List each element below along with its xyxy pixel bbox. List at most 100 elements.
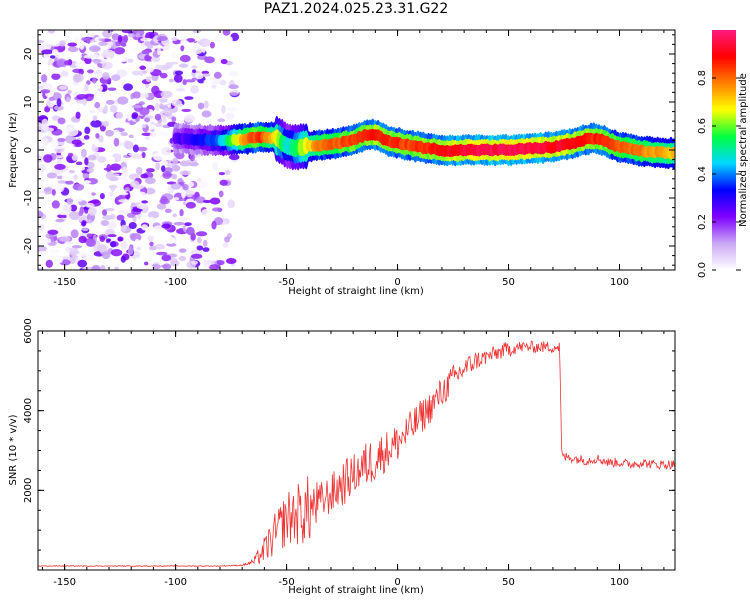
noise-speckle bbox=[38, 85, 44, 90]
noise-speckle bbox=[144, 187, 156, 195]
noise-speckle bbox=[162, 160, 168, 166]
noise-speckle bbox=[113, 137, 120, 147]
noise-speckle bbox=[44, 44, 56, 48]
noise-speckle bbox=[62, 75, 67, 83]
noise-speckle bbox=[198, 38, 211, 48]
noise-speckle bbox=[53, 236, 58, 241]
noise-speckle bbox=[75, 111, 81, 119]
noise-speckle bbox=[38, 192, 46, 198]
noise-speckle bbox=[149, 132, 157, 137]
noise-speckle bbox=[84, 157, 89, 166]
x-tick-label: 50 bbox=[502, 277, 515, 288]
noise-speckle bbox=[127, 112, 132, 122]
noise-speckle bbox=[145, 67, 154, 73]
noise-speckle bbox=[182, 183, 189, 191]
colorbar-tick-label: 0.8 bbox=[697, 70, 708, 86]
noise-speckle bbox=[71, 245, 83, 249]
noise-speckle bbox=[220, 58, 228, 65]
noise-speckle bbox=[82, 172, 90, 179]
noise-speckle bbox=[58, 236, 71, 242]
noise-speckle bbox=[49, 55, 56, 59]
noise-speckle bbox=[172, 213, 178, 218]
noise-speckle bbox=[156, 251, 168, 256]
noise-speckle bbox=[213, 71, 222, 79]
noise-speckle bbox=[58, 85, 68, 90]
noise-speckle bbox=[201, 110, 212, 118]
noise-speckle bbox=[148, 246, 157, 251]
noise-speckle bbox=[103, 104, 108, 114]
noise-speckle bbox=[170, 61, 179, 65]
noise-speckle bbox=[72, 53, 83, 59]
noise-speckle bbox=[80, 148, 87, 158]
noise-speckle bbox=[161, 146, 172, 156]
noise-speckle bbox=[159, 72, 168, 79]
noise-speckle bbox=[117, 96, 129, 105]
noise-speckle bbox=[211, 84, 217, 89]
noise-speckle bbox=[84, 56, 92, 65]
noise-speckle bbox=[183, 114, 196, 123]
noise-speckle bbox=[154, 103, 160, 111]
noise-speckle bbox=[158, 130, 170, 136]
noise-speckle bbox=[156, 36, 168, 42]
noise-speckle bbox=[192, 69, 197, 74]
noise-speckle bbox=[53, 183, 65, 193]
noise-speckle bbox=[171, 37, 178, 42]
noise-speckle bbox=[65, 180, 74, 185]
noise-speckle bbox=[115, 179, 127, 185]
x-tick-label: -150 bbox=[53, 577, 76, 588]
noise-speckle bbox=[185, 190, 196, 195]
noise-speckle bbox=[173, 74, 183, 83]
noise-speckle bbox=[85, 202, 95, 208]
noise-speckle bbox=[128, 221, 137, 230]
noise-speckle bbox=[68, 170, 76, 174]
noise-speckle bbox=[97, 156, 107, 163]
x-tick-label: -50 bbox=[278, 577, 294, 588]
noise-speckle bbox=[195, 231, 208, 237]
noise-speckle bbox=[123, 83, 134, 91]
noise-speckle bbox=[71, 215, 79, 221]
noise-speckle bbox=[224, 169, 231, 176]
noise-speckle bbox=[208, 264, 221, 270]
noise-speckle bbox=[100, 220, 109, 227]
noise-speckle bbox=[65, 96, 71, 103]
noise-speckle bbox=[38, 250, 48, 254]
noise-speckle bbox=[45, 259, 53, 268]
noise-speckle bbox=[38, 155, 43, 163]
noise-speckle bbox=[135, 32, 141, 38]
noise-speckle bbox=[105, 99, 115, 105]
noise-speckle bbox=[145, 32, 155, 39]
x-tick-label: 0 bbox=[394, 277, 400, 288]
noise-speckle bbox=[108, 184, 118, 189]
noise-speckle bbox=[222, 242, 229, 248]
noise-speckle bbox=[131, 112, 139, 118]
noise-speckle bbox=[159, 98, 168, 103]
colorbar-tick-label: 0.0 bbox=[697, 262, 708, 278]
noise-speckle bbox=[202, 247, 210, 252]
noise-speckle bbox=[102, 120, 109, 127]
noise-speckle bbox=[181, 108, 192, 112]
noise-speckle bbox=[64, 240, 74, 245]
noise-speckle bbox=[135, 166, 143, 175]
noise-speckle bbox=[141, 151, 146, 159]
noise-speckle bbox=[123, 203, 132, 208]
noise-speckle bbox=[117, 34, 123, 43]
noise-speckle bbox=[48, 96, 55, 101]
noise-speckle bbox=[132, 91, 141, 99]
noise-speckle bbox=[163, 109, 174, 116]
noise-speckle bbox=[110, 249, 123, 257]
noise-speckle bbox=[51, 73, 61, 80]
noise-speckle bbox=[185, 201, 196, 209]
noise-speckle bbox=[140, 92, 149, 99]
noise-speckle bbox=[86, 168, 95, 173]
noise-speckle bbox=[128, 33, 136, 38]
noise-speckle bbox=[201, 208, 213, 217]
colorbar-tick-label: 0.6 bbox=[697, 118, 708, 134]
noise-speckle bbox=[146, 168, 155, 173]
noise-speckle bbox=[146, 265, 154, 270]
noise-speckle bbox=[120, 132, 128, 137]
x-tick-label: 100 bbox=[610, 577, 629, 588]
spectrogram-y-label: Frequency (Hz) bbox=[8, 112, 19, 188]
noise-speckle bbox=[43, 154, 53, 163]
noise-speckle bbox=[214, 35, 224, 43]
noise-speckle bbox=[178, 63, 189, 68]
